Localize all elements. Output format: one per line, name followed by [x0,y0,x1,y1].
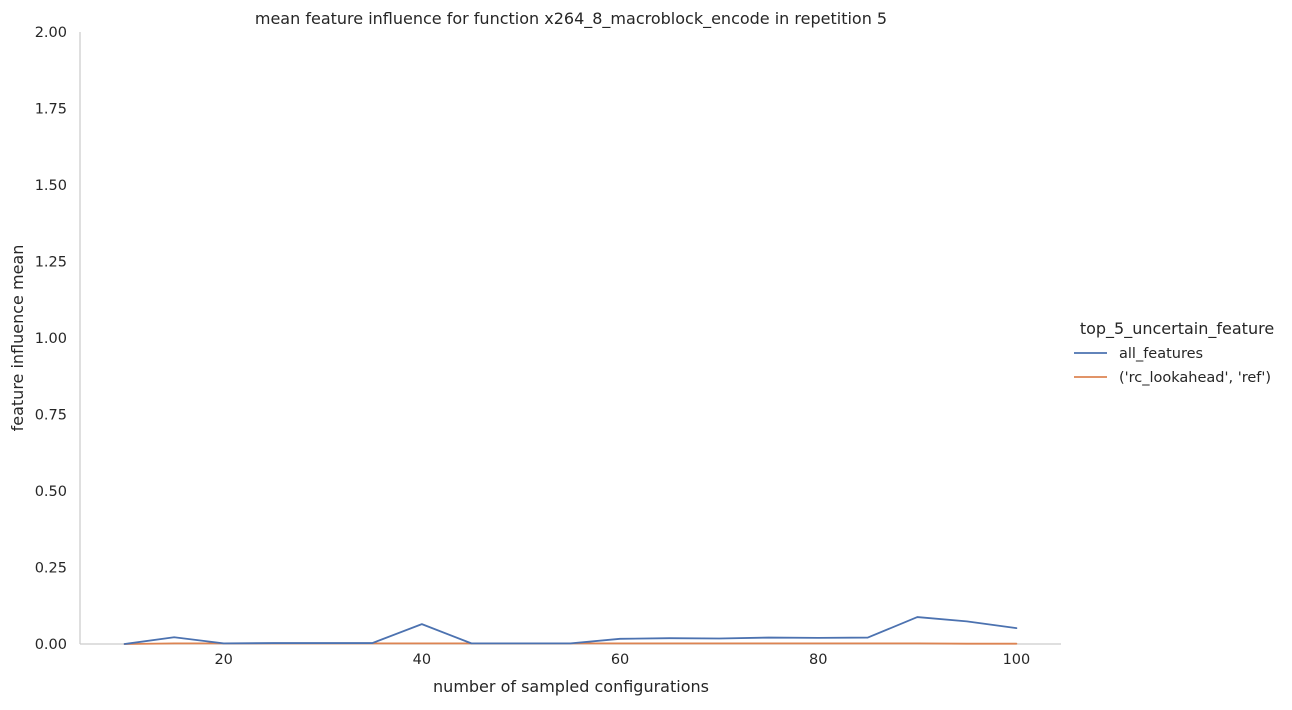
series-line [123,616,1018,645]
y-tick-label: 1.00 [35,331,67,347]
legend-label: ('rc_lookahead', 'ref') [1119,370,1271,386]
y-tick-label: 1.25 [35,255,67,271]
x-axis-label: number of sampled configurations [433,677,709,696]
x-tick-label: 80 [809,652,827,668]
y-tick-label: 0.25 [35,561,67,577]
y-axis-ticks: 0.00 0.25 0.50 0.75 1.00 1.25 1.50 1.75 2.00 [35,25,67,653]
x-tick-label: 20 [214,652,232,668]
chart-title: mean feature influence for function x264… [255,9,887,29]
y-axis-label: feature influence mean [8,245,27,432]
x-tick-label: 40 [413,652,431,668]
x-tick-label: 60 [611,652,629,668]
y-tick-label: 0.50 [35,484,67,500]
y-tick-label: 1.75 [35,102,67,118]
legend-title: top_5_uncertain_feature [1080,319,1274,339]
legend-label: all_features [1119,346,1203,362]
y-tick-label: 1.50 [35,178,67,194]
series-layer [123,616,1018,645]
legend-items: all_features ('rc_lookahead', 'ref') [1074,346,1271,386]
y-tick-label: 0.75 [35,408,67,424]
y-tick-label: 2.00 [35,25,67,41]
x-tick-label: 100 [1003,652,1031,668]
x-axis-ticks: 20 40 60 80 100 [214,652,1030,668]
legend: top_5_uncertain_feature all_features ('rc… [1074,319,1274,386]
y-tick-label: 0.00 [35,637,67,653]
